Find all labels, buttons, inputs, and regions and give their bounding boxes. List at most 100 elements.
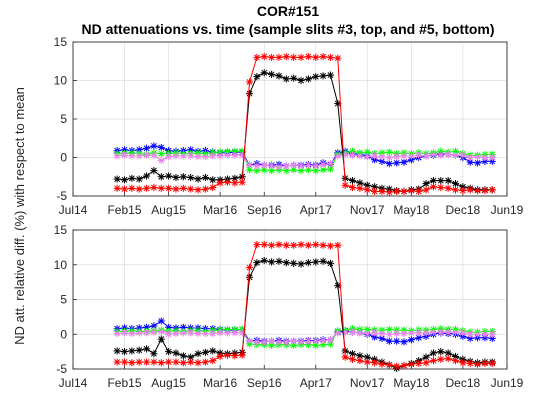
- data-point-marker: [363, 358, 371, 366]
- x-tick-label: May18: [393, 203, 429, 217]
- x-tick-label: Mar16: [203, 376, 237, 390]
- y-tick-label: 0: [60, 151, 67, 165]
- data-point-marker: [326, 165, 335, 173]
- data-point-marker: [187, 329, 195, 337]
- y-tick-label: 0: [60, 327, 67, 341]
- data-point-marker: [209, 357, 217, 365]
- x-tick-label: Dec18: [446, 376, 481, 390]
- data-point-marker: [334, 100, 342, 108]
- data-point-marker: [128, 184, 136, 192]
- data-point-marker: [194, 350, 202, 358]
- data-point-marker: [150, 350, 158, 358]
- data-point-marker: [363, 329, 371, 338]
- data-point-marker: [393, 159, 401, 167]
- data-point-marker: [473, 159, 482, 167]
- data-point-marker: [451, 357, 460, 365]
- data-point-marker: [297, 166, 305, 175]
- data-point-marker: [326, 340, 335, 348]
- y-tick-label: 15: [54, 35, 68, 49]
- data-point-marker: [393, 329, 401, 338]
- data-point-marker: [290, 341, 298, 349]
- data-point-marker: [187, 152, 195, 160]
- data-point-marker: [260, 338, 268, 346]
- data-point-marker: [201, 173, 210, 182]
- data-point-marker: [297, 162, 305, 170]
- data-point-marker: [275, 53, 283, 61]
- data-point-marker: [437, 177, 445, 185]
- data-point-marker: [135, 346, 143, 354]
- data-point-marker: [348, 183, 357, 192]
- series-5: [113, 53, 496, 196]
- data-point-marker: [400, 361, 408, 370]
- top-panel: Jul14 Feb15 Aug15 Mar16 Sep16 Apr17 Nov17 May18…: [54, 35, 524, 217]
- data-point-marker: [150, 358, 158, 366]
- x-tick-label: Dec18: [446, 203, 481, 217]
- data-point-marker: [437, 147, 445, 155]
- data-point-marker: [260, 161, 268, 169]
- data-point-marker: [488, 330, 496, 338]
- data-point-marker: [481, 157, 489, 165]
- data-point-marker: [348, 177, 357, 185]
- data-point-marker: [326, 259, 335, 267]
- data-point-marker: [451, 328, 460, 336]
- x-tick-label: May18: [393, 376, 429, 390]
- data-point-marker: [268, 162, 276, 170]
- axes-border: [72, 41, 508, 197]
- data-point-marker: [290, 259, 298, 267]
- data-point-marker: [334, 241, 342, 249]
- data-point-marker: [179, 329, 187, 337]
- data-point-marker: [157, 184, 165, 192]
- data-point-marker: [400, 158, 408, 166]
- data-point-marker: [253, 53, 261, 61]
- data-point-marker: [334, 329, 342, 337]
- data-point-marker: [128, 347, 136, 355]
- data-point-marker: [378, 149, 386, 157]
- data-point-marker: [378, 187, 386, 195]
- chart-title-line2: ND attenuations vs. time (sample slits #…: [81, 21, 494, 37]
- data-point-marker: [135, 175, 143, 183]
- data-point-marker: [370, 152, 379, 160]
- data-point-marker: [223, 151, 232, 159]
- data-point-marker: [451, 352, 460, 361]
- data-point-marker: [393, 187, 401, 195]
- data-point-marker: [179, 323, 187, 331]
- data-point-marker: [312, 166, 320, 175]
- data-point-marker: [444, 184, 452, 192]
- y-tick-label: 5: [60, 293, 67, 307]
- data-point-marker: [142, 323, 151, 331]
- data-point-marker: [312, 258, 320, 266]
- data-point-marker: [194, 149, 202, 157]
- data-point-marker: [304, 241, 312, 249]
- data-point-marker: [297, 338, 305, 346]
- data-point-marker: [120, 151, 129, 159]
- data-point-marker: [268, 341, 276, 349]
- data-point-marker: [253, 259, 261, 267]
- axes-border: [72, 229, 508, 370]
- series-line: [117, 56, 493, 193]
- x-tick-label: Jul14: [59, 376, 88, 390]
- series-5: [113, 240, 496, 370]
- data-point-marker: [341, 328, 349, 336]
- data-point-marker: [253, 73, 261, 81]
- data-point-marker: [444, 328, 452, 336]
- data-point-marker: [157, 327, 165, 336]
- data-point-marker: [407, 336, 415, 344]
- data-point-marker: [319, 166, 327, 174]
- data-point-marker: [260, 69, 268, 77]
- data-point-marker: [459, 329, 467, 337]
- data-point-marker: [238, 178, 246, 186]
- data-point-marker: [150, 151, 158, 159]
- data-point-marker: [238, 329, 246, 337]
- data-point-marker: [142, 172, 151, 180]
- y-tick-label: 10: [54, 258, 68, 272]
- data-point-marker: [165, 184, 173, 192]
- data-point-marker: [128, 152, 136, 160]
- data-point-marker: [216, 329, 224, 337]
- data-point-marker: [275, 163, 283, 171]
- data-point-marker: [216, 148, 224, 156]
- data-point-marker: [223, 351, 232, 359]
- data-point-marker: [120, 348, 129, 356]
- data-point-marker: [326, 71, 335, 79]
- data-point-marker: [407, 152, 415, 160]
